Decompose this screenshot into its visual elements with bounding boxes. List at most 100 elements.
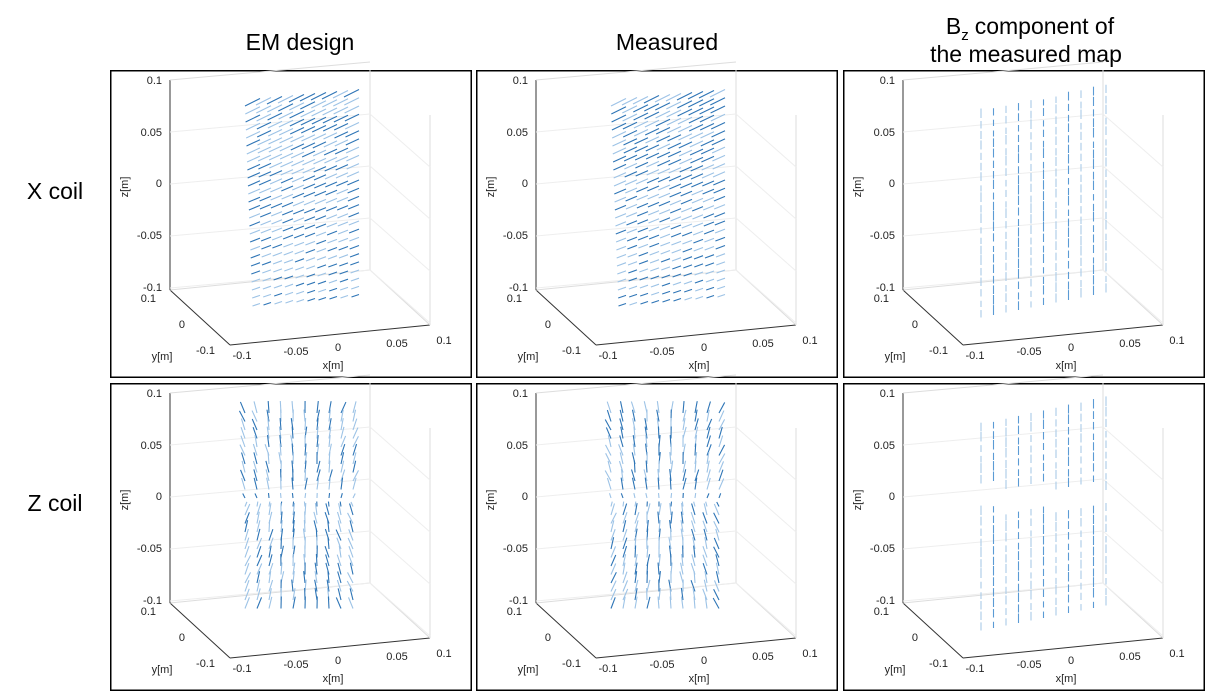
arrow — [333, 98, 349, 107]
arrow — [716, 261, 726, 266]
arrow — [694, 492, 697, 499]
arrow — [705, 278, 715, 283]
arrow — [660, 250, 671, 255]
arrow — [679, 174, 693, 181]
arrow — [657, 477, 660, 490]
arrow — [633, 493, 636, 499]
arrow — [611, 122, 627, 131]
arrow — [335, 597, 342, 609]
arrow — [340, 286, 349, 291]
arrow — [688, 99, 704, 108]
arrow — [316, 401, 319, 414]
arrow — [303, 501, 306, 507]
arrow — [351, 293, 360, 298]
arrow — [702, 588, 708, 601]
arrow — [694, 426, 699, 439]
arrow — [646, 596, 651, 609]
arrow — [657, 168, 671, 175]
arrow — [654, 94, 671, 103]
arrow — [631, 409, 636, 422]
arrow — [699, 106, 715, 115]
arrow — [703, 229, 715, 235]
arrow — [301, 150, 316, 158]
arrow — [339, 262, 349, 267]
arrow — [239, 401, 246, 414]
arrow — [340, 477, 344, 490]
arrow — [655, 110, 671, 119]
arrow — [606, 409, 612, 422]
arrow — [701, 155, 715, 163]
x-tick-label: -0.05 — [1016, 659, 1041, 671]
arrow — [251, 286, 261, 291]
arrow — [352, 427, 359, 439]
arrow — [673, 297, 682, 302]
arrow — [648, 218, 660, 224]
arrow — [635, 161, 649, 169]
arrow — [291, 579, 294, 592]
arrow — [713, 589, 720, 601]
arrow — [634, 596, 638, 609]
arrow — [312, 133, 327, 141]
arrow — [328, 263, 338, 268]
arrow — [715, 245, 726, 250]
axis-line — [962, 324, 1164, 346]
arrow — [619, 409, 624, 422]
arrow — [292, 511, 295, 524]
grid-line — [169, 217, 371, 237]
arrow — [249, 229, 261, 235]
arrow — [241, 452, 246, 465]
arrow — [669, 191, 682, 198]
arrow — [328, 435, 331, 448]
arrow — [284, 283, 294, 288]
grid-line — [369, 582, 431, 637]
z-tick-label: 0 — [522, 491, 528, 503]
arrow — [333, 122, 349, 131]
arrow — [610, 529, 616, 541]
arrow — [290, 135, 305, 143]
arrow — [268, 588, 272, 601]
arrow — [280, 177, 294, 184]
arrow — [680, 198, 693, 205]
arrow — [633, 112, 649, 121]
grid-line — [169, 478, 371, 498]
arrow — [691, 189, 704, 196]
panel-border — [843, 383, 1205, 691]
arrow — [256, 511, 260, 524]
arrow — [712, 154, 726, 162]
arrow — [706, 469, 711, 482]
arrow — [347, 512, 354, 524]
arrow — [657, 176, 671, 183]
arrow — [706, 477, 711, 490]
arrow — [693, 596, 696, 609]
arrow — [252, 426, 258, 439]
arrow — [311, 100, 327, 109]
grid-line — [1102, 530, 1164, 585]
grid-line — [735, 478, 797, 533]
arrow — [281, 185, 294, 192]
arrow — [691, 206, 704, 212]
z-tick-label: -0.1 — [876, 282, 895, 294]
arrow — [668, 175, 682, 182]
arrow — [661, 282, 671, 287]
arrow — [301, 142, 316, 150]
arrow — [300, 117, 316, 126]
arrow — [296, 290, 305, 295]
x-axis-label: x[m] — [1056, 673, 1077, 685]
grid-line — [1102, 426, 1164, 481]
arrow — [267, 104, 283, 113]
arrow — [327, 238, 338, 244]
arrow — [316, 477, 320, 490]
arrow — [681, 223, 693, 229]
arrow — [289, 118, 305, 127]
arrow — [625, 203, 638, 210]
arrow — [304, 216, 316, 222]
arrow — [295, 266, 305, 271]
arrow — [259, 195, 272, 202]
arrow — [241, 477, 246, 490]
arrow — [618, 444, 624, 456]
arrow — [611, 106, 627, 115]
arrow — [688, 107, 704, 116]
arrow — [703, 221, 715, 227]
arrow — [349, 245, 360, 250]
arrow — [694, 409, 698, 422]
